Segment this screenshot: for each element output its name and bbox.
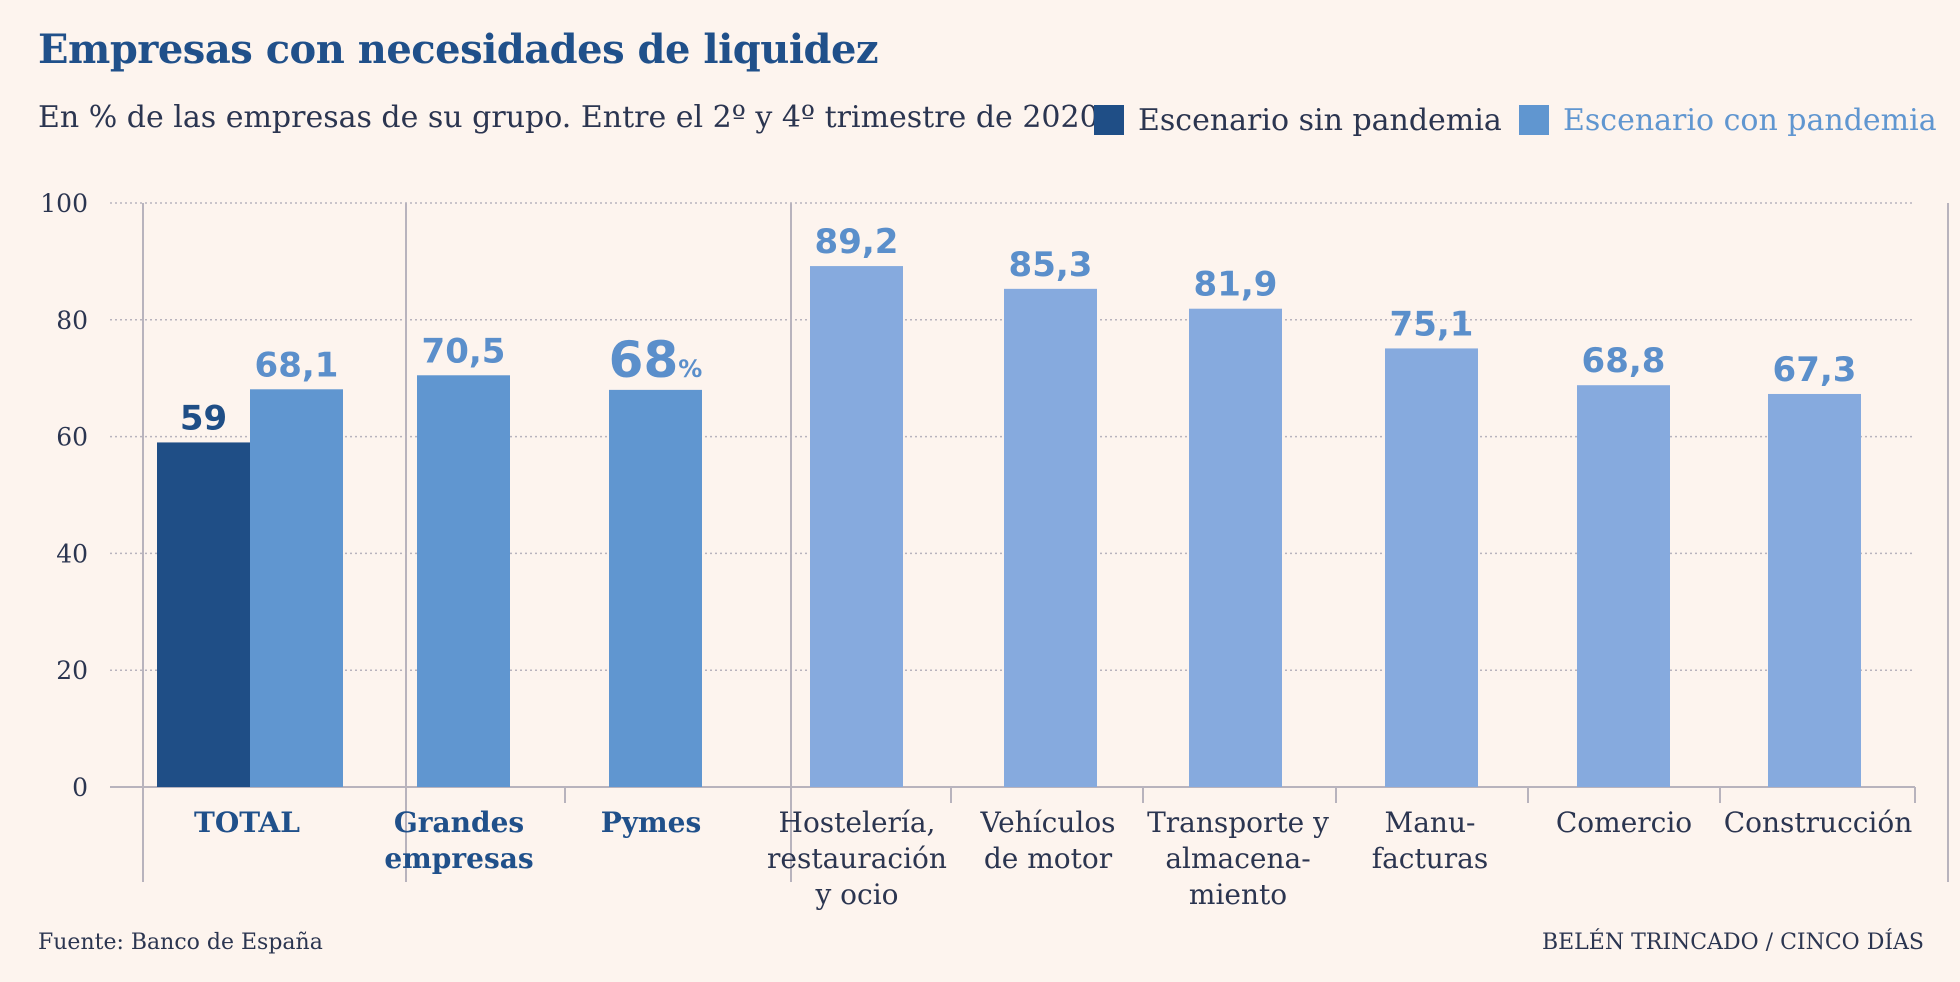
bar [250, 389, 343, 787]
legend-swatch-con-pandemia [1519, 105, 1549, 135]
data-label: 68% [609, 331, 703, 389]
x-tick-label: Construcción [1724, 806, 1913, 839]
legend-item-sin-pandemia: Escenario sin pandemia [1094, 100, 1502, 140]
data-label: 75,1 [1390, 304, 1474, 344]
bar [157, 442, 250, 787]
bar [1189, 308, 1282, 787]
x-tick-label: Pymes [601, 806, 702, 839]
chart-title: Empresas con necesidades de liquidez [38, 26, 879, 73]
data-label: 59 [180, 398, 227, 438]
x-tick-label: miento [1189, 878, 1287, 911]
x-tick-label: facturas [1372, 842, 1488, 875]
y-tick-label: 40 [56, 539, 88, 568]
x-tick-label: Manu- [1385, 806, 1476, 839]
y-tick-label: 0 [72, 773, 88, 802]
data-label-unit: % [678, 355, 702, 383]
data-label: 67,3 [1773, 350, 1857, 390]
data-label: 81,9 [1194, 265, 1278, 305]
bar [1385, 348, 1478, 787]
data-label: 68,1 [255, 345, 339, 385]
bar [1004, 288, 1097, 787]
x-tick-label: Hostelería, [779, 806, 936, 839]
credit-note: BELÉN TRINCADO / CINCO DÍAS [1541, 930, 1924, 955]
x-tick-label: almacena- [1165, 842, 1310, 875]
x-tick-label: Comercio [1556, 806, 1692, 839]
y-tick-label: 80 [56, 306, 88, 335]
bar [417, 375, 510, 787]
x-tick-label: restauración [767, 842, 947, 875]
x-tick-label: y ocio [814, 878, 898, 911]
y-tick-label: 100 [40, 189, 88, 218]
legend-swatch-sin-pandemia [1094, 105, 1124, 135]
x-tick-label: empresas [384, 842, 533, 875]
data-label: 68,8 [1582, 341, 1666, 381]
y-tick-label: 20 [56, 656, 88, 685]
bar [609, 389, 702, 787]
bar [1768, 393, 1861, 787]
legend-item-con-pandemia: Escenario con pandemia [1519, 100, 1937, 140]
data-label: 85,3 [1009, 245, 1093, 285]
source-note: Fuente: Banco de España [38, 930, 323, 955]
x-tick-label: Vehículos [979, 806, 1115, 839]
x-tick-label: de motor [984, 842, 1113, 875]
bar [1577, 385, 1670, 787]
chart-subtitle: En % de las empresas de su grupo. Entre … [38, 100, 1099, 135]
data-label: 89,2 [815, 222, 899, 262]
legend-label-con-pandemia: Escenario con pandemia [1563, 102, 1937, 138]
bar [810, 266, 903, 787]
x-tick-label: Transporte y [1147, 806, 1329, 839]
legend-label-sin-pandemia: Escenario sin pandemia [1138, 102, 1502, 138]
x-tick-label: Grandes [394, 806, 524, 839]
x-tick-label: TOTAL [194, 806, 300, 839]
y-tick-label: 60 [56, 423, 88, 452]
data-label: 70,5 [422, 331, 506, 371]
